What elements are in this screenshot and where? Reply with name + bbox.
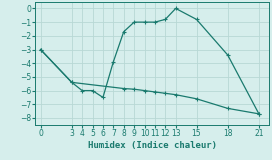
X-axis label: Humidex (Indice chaleur): Humidex (Indice chaleur) bbox=[88, 141, 217, 150]
